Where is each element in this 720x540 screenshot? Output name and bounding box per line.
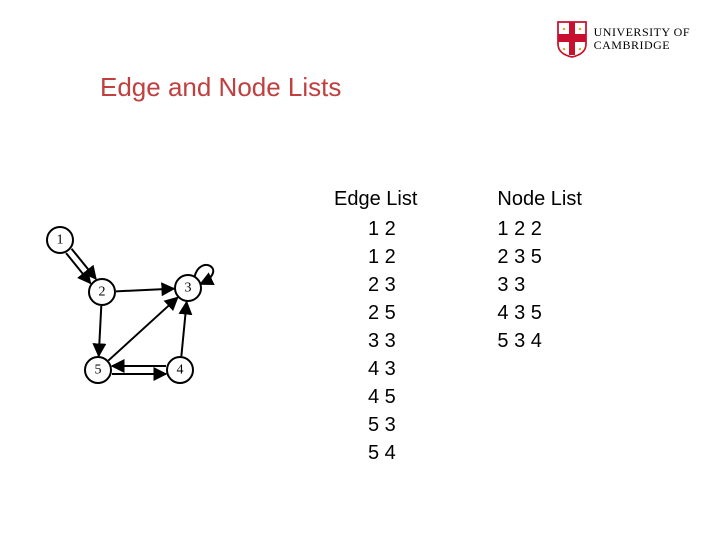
edge-list-row: 2 3 xyxy=(340,271,417,299)
edge-list-header: Edge List xyxy=(334,185,417,213)
svg-text:5: 5 xyxy=(95,363,102,378)
logo-line2: CAMBRIDGE xyxy=(594,39,690,52)
edge-list: Edge List 1 21 22 32 53 34 34 55 35 4 xyxy=(340,185,417,467)
edge-list-row: 5 3 xyxy=(340,411,417,439)
node-list-row: 4 3 5 xyxy=(497,299,582,327)
svg-text:1: 1 xyxy=(57,233,64,248)
slide-title: Edge and Node Lists xyxy=(100,72,341,103)
node-list-row: 3 3 xyxy=(497,271,582,299)
node-list-header: Node List xyxy=(497,185,582,213)
edge-list-row: 1 2 xyxy=(340,243,417,271)
edge-list-row: 3 3 xyxy=(340,327,417,355)
edge-list-row: 4 3 xyxy=(340,355,417,383)
edge-list-row: 5 4 xyxy=(340,439,417,467)
node-list: Node List 1 2 22 3 53 34 3 55 3 4 xyxy=(497,185,582,467)
svg-text:4: 4 xyxy=(177,363,184,378)
logo-text: UNIVERSITY OF CAMBRIDGE xyxy=(594,26,690,52)
node-list-row: 1 2 2 xyxy=(497,215,582,243)
node-list-row: 2 3 5 xyxy=(497,243,582,271)
graph-diagram: 1 2 3 4 5 xyxy=(40,220,240,390)
svg-text:3: 3 xyxy=(185,281,192,296)
svg-text:2: 2 xyxy=(99,285,106,300)
shield-icon xyxy=(556,20,588,58)
node-list-row: 5 3 4 xyxy=(497,327,582,355)
lists-container: Edge List 1 21 22 32 53 34 34 55 35 4 No… xyxy=(340,185,582,467)
university-logo: UNIVERSITY OF CAMBRIDGE xyxy=(556,20,690,58)
edge-list-row: 2 5 xyxy=(340,299,417,327)
edge-list-row: 4 5 xyxy=(340,383,417,411)
edge-list-row: 1 2 xyxy=(340,215,417,243)
